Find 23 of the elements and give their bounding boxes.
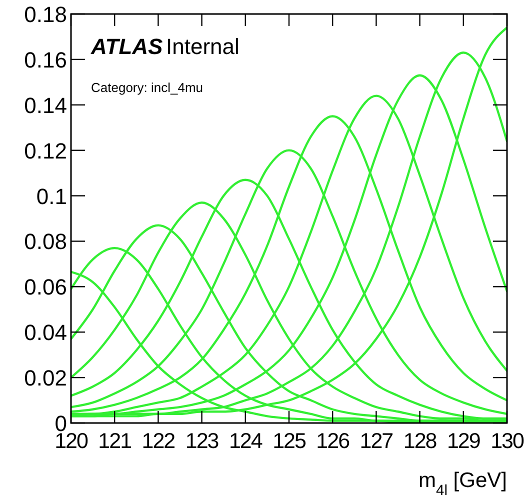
annotation: Category: incl_4mu bbox=[91, 80, 203, 95]
y-tick-label: 0.1 bbox=[36, 184, 67, 209]
x-tick-label: 125 bbox=[272, 429, 306, 453]
y-tick-label: 0.04 bbox=[24, 320, 67, 346]
y-tick-label: 0.12 bbox=[24, 138, 67, 164]
x-tick-label: 124 bbox=[228, 429, 263, 453]
x-tick-label: 122 bbox=[142, 429, 175, 453]
y-tick-label: 0.16 bbox=[24, 47, 67, 72]
x-tick-label: 128 bbox=[403, 429, 438, 453]
x-tick-label: 126 bbox=[316, 429, 350, 453]
y-tick-label: 0.02 bbox=[24, 366, 67, 391]
x-tick-label: 123 bbox=[185, 429, 220, 453]
x-axis-title: m$_{4l}$ [GeV] bbox=[418, 469, 507, 499]
y-tick-label: 0.18 bbox=[24, 2, 67, 27]
x-tick-label: 130 bbox=[490, 429, 524, 453]
annotation: ATLAS bbox=[90, 34, 164, 59]
annotation: Internal bbox=[166, 34, 240, 59]
x-tick-label: 121 bbox=[98, 429, 132, 453]
x-tick-label: 129 bbox=[446, 429, 480, 453]
y-tick-label: 0.08 bbox=[24, 229, 67, 254]
x-tick-label: 127 bbox=[360, 429, 393, 453]
y-tick-label: 0.06 bbox=[24, 274, 67, 300]
y-tick-label: 0.14 bbox=[24, 92, 67, 118]
